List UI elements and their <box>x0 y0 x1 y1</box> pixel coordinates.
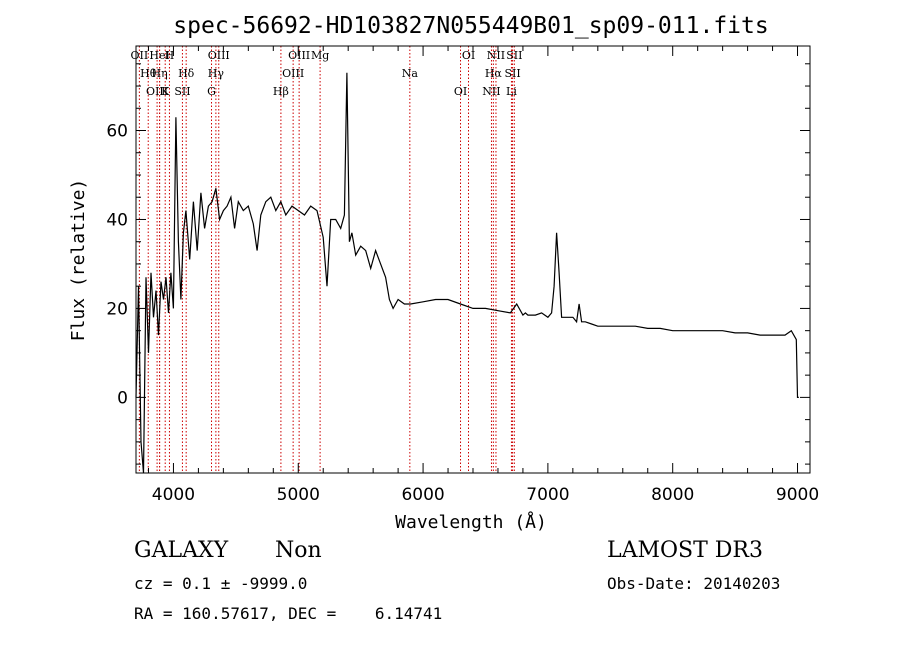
line-label: Hθ <box>140 67 157 80</box>
y-axis-label: Flux (relative) <box>68 179 89 342</box>
line-label: H <box>165 49 175 62</box>
line-label: Hγ <box>208 67 225 80</box>
line-label: Hα <box>485 67 503 80</box>
class-label: GALAXY <box>134 538 229 563</box>
coords-text: RA = 160.57617, DEC = 6.14741 <box>134 604 443 623</box>
line-label: OII <box>131 49 149 62</box>
x-tick-label: 5000 <box>277 485 320 505</box>
plot-frame <box>135 45 811 474</box>
line-label: OIII <box>146 85 168 98</box>
line-label: OI <box>454 85 467 98</box>
line-label: Hη <box>151 67 167 80</box>
line-label: Li <box>506 85 517 98</box>
y-tick-label: 60 <box>106 122 128 142</box>
line-label: Hδ <box>178 67 195 80</box>
survey-label: LAMOST DR3 <box>607 538 763 563</box>
line-label: NII <box>487 49 505 62</box>
line-label: OIII <box>208 49 230 62</box>
x-tick-label: 4000 <box>152 485 195 505</box>
line-label: Na <box>402 67 419 80</box>
x-tick-label: 9000 <box>776 485 819 505</box>
y-tick-label: 0 <box>117 388 128 408</box>
line-label: G <box>207 85 216 98</box>
spectrum-series <box>135 72 799 474</box>
obs-date-text: Obs-Date: 20140203 <box>607 574 781 593</box>
line-label: NII <box>482 85 500 98</box>
spectrum-line-0 <box>135 72 799 474</box>
chart-title: spec-56692-HD103827N055449B01_sp09-011.f… <box>173 13 768 39</box>
x-axis-label: Wavelength (Å) <box>395 511 547 533</box>
line-label: K <box>161 85 170 98</box>
line-label: OIII <box>288 49 310 62</box>
line-label: OIII <box>282 67 304 80</box>
line-markers <box>138 46 515 473</box>
line-label: Mg <box>311 49 329 62</box>
line-label: HeI <box>149 49 169 62</box>
x-tick-label: 7000 <box>526 485 569 505</box>
line-label: Hβ <box>273 85 289 98</box>
redshift-text: cz = 0.1 ± -9999.0 <box>134 574 308 593</box>
line-labels: OII Hθ OIII HeI Hη K HHδ SII OIII Hγ G OIII OIII Hβ Mg… <box>131 49 523 98</box>
subclass-label: Non <box>275 538 322 563</box>
x-tick-label: 8000 <box>651 485 694 505</box>
line-label: SII <box>174 85 190 98</box>
line-label: SII <box>504 67 520 80</box>
y-tick-label: 20 <box>106 299 128 319</box>
line-label: OI <box>462 49 475 62</box>
axis-ticks: 4000 5000 6000 7000 8000 9000 0 20 40 60 <box>106 46 819 505</box>
x-tick-label: 6000 <box>401 485 444 505</box>
y-tick-label: 40 <box>106 210 128 230</box>
line-label: SII <box>506 49 522 62</box>
